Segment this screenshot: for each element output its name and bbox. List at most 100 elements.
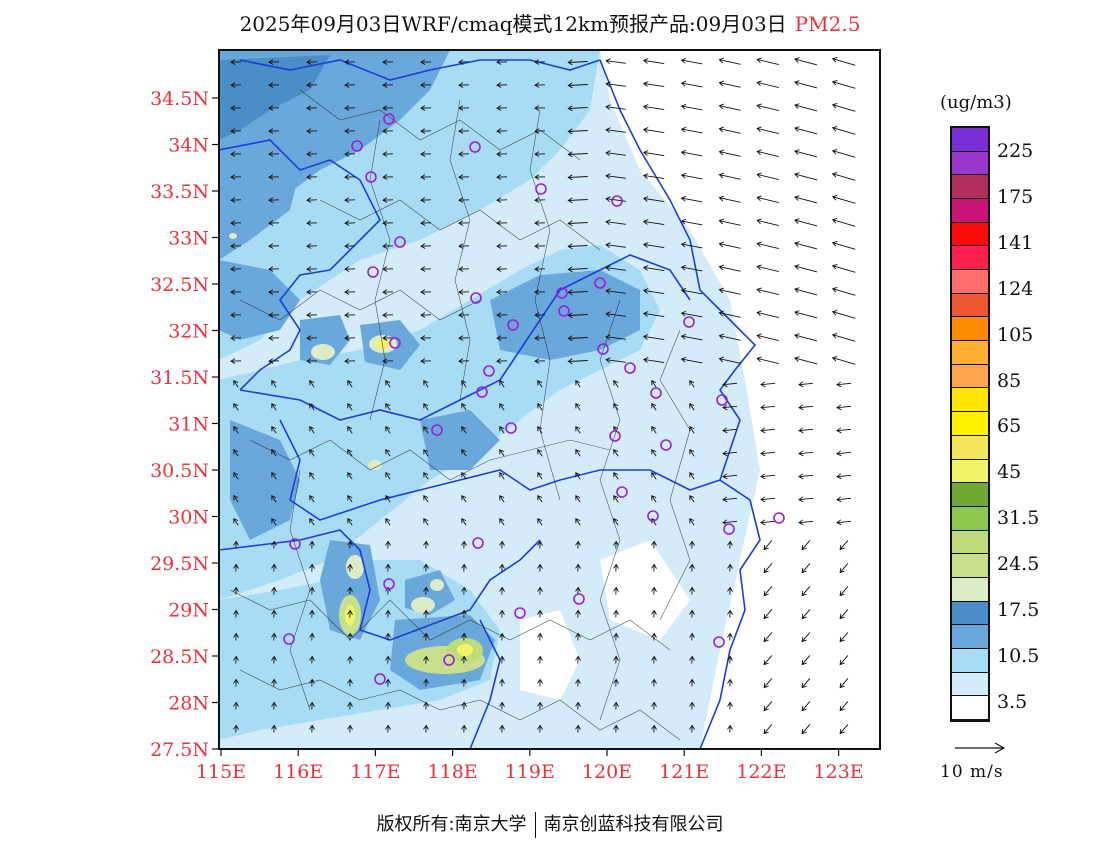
wind-arrow-icon (651, 380, 657, 388)
legend-swatch (952, 388, 988, 413)
wind-arrow-icon (309, 655, 315, 664)
wind-arrow-icon (347, 495, 353, 503)
wind-arrow-icon (268, 128, 280, 134)
legend-swatch (952, 530, 988, 555)
wind-arrow-icon (642, 127, 665, 134)
wind-arrow-icon (309, 678, 315, 687)
wind-arrow-icon (651, 540, 657, 549)
wind-arrow-icon (575, 403, 581, 411)
wind-arrow-icon (831, 286, 856, 296)
station-circle-icon (374, 673, 386, 685)
wind-arrow-icon (461, 403, 467, 411)
wind-arrow-icon (423, 403, 429, 411)
wind-arrow-icon (537, 563, 543, 572)
legend-label: 105 (997, 323, 1034, 346)
wind-arrow-icon (461, 426, 467, 434)
wind-arrow-icon (382, 82, 394, 88)
station-circle-icon (289, 538, 301, 550)
wind-arrow-icon (613, 586, 619, 595)
legend-swatch (952, 364, 988, 389)
wind-arrow-icon (763, 540, 773, 551)
wind-arrow-icon (423, 495, 429, 503)
wind-arrow-icon (651, 495, 657, 503)
wind-arrow-icon (458, 358, 470, 364)
wind-arrow-icon (344, 266, 356, 272)
wind-arrow-icon (344, 82, 356, 88)
station-circle-icon (469, 141, 481, 153)
wind-arrow-icon (382, 151, 394, 157)
wind-arrow-icon (718, 264, 741, 272)
wind-arrow-icon (461, 495, 467, 503)
footer-right: 南京创蓝科技有限公司 (543, 814, 724, 835)
wind-arrow-icon (613, 678, 619, 687)
station-circle-icon (365, 171, 377, 183)
wind-arrow-icon (461, 724, 467, 733)
wind-arrow-icon (268, 197, 280, 203)
wind-arrow-icon (534, 220, 546, 226)
wind-arrow-icon (499, 495, 505, 503)
legend-label: 17.5 (997, 599, 1040, 621)
wind-arrow-icon (680, 287, 703, 295)
wind-arrow-icon (727, 586, 733, 595)
lon-label: 122E (736, 761, 786, 783)
wind-arrow-icon (651, 655, 657, 664)
lat-label: 28N (168, 693, 209, 715)
wind-arrow-icon (575, 495, 581, 503)
wind-arrow-icon (499, 472, 505, 480)
wind-arrow-icon (801, 563, 811, 574)
wind-arrow-icon (347, 655, 353, 664)
station-circle-icon (650, 387, 662, 399)
wind-arrow-icon (575, 380, 581, 388)
copyright-footer: 版权所有:南京大学 南京创蓝科技有限公司 (0, 810, 1100, 838)
legend-swatch (952, 175, 988, 200)
legend-label: 65 (997, 415, 1022, 438)
station-circle-icon (723, 523, 735, 535)
wind-arrow-icon (382, 243, 394, 249)
wind-arrow-icon (420, 105, 432, 111)
wind-arrow-icon (271, 403, 277, 411)
wind-arrow-icon (458, 220, 470, 226)
wind-arrow-icon (794, 310, 818, 319)
station-circle-icon (367, 266, 379, 278)
wind-arrow-icon (794, 57, 818, 66)
wind-arrow-icon (689, 701, 695, 710)
wind-arrow-icon (689, 563, 695, 572)
wind-arrow-icon (718, 57, 741, 65)
wind-arrow-icon (642, 265, 665, 272)
wind-arrow-icon (496, 174, 508, 180)
wind-arrow-icon (268, 358, 280, 364)
station-circle-icon (624, 362, 636, 374)
wind-arrow-icon (756, 57, 779, 66)
wind-arrow-icon (794, 195, 818, 204)
wind-arrow-icon (382, 128, 394, 134)
wind-arrow-icon (537, 495, 543, 503)
wind-arrow-icon (499, 563, 505, 572)
wind-arrow-icon (763, 586, 773, 597)
wind-arrow-icon (718, 80, 741, 88)
wind-arrow-icon (268, 289, 280, 295)
wind-arrow-icon (499, 655, 505, 664)
wind-arrow-icon (268, 59, 280, 65)
map-title: 2025年09月03日WRF/cmaq模式12km预报产品:09月03日 PM2.… (0, 8, 1100, 37)
wind-arrow-icon (423, 380, 429, 388)
wind-arrow-icon (499, 518, 505, 526)
wind-arrow-icon (268, 82, 280, 88)
wind-arrow-icon (575, 701, 581, 710)
wind-arrow-icon (423, 586, 429, 595)
wind-arrow-icon (233, 724, 239, 733)
wind-arrow-icon (575, 426, 581, 434)
legend-swatch (952, 672, 988, 697)
wind-arrow-icon (613, 449, 619, 457)
wind-arrow-icon (233, 609, 239, 618)
wind-arrow-icon (309, 426, 315, 434)
wind-arrow-icon (537, 449, 543, 457)
wind-arrow-icon (613, 403, 619, 411)
wind-arrow-icon (271, 655, 277, 664)
wind-arrow-icon (718, 356, 741, 364)
wind-arrow-icon (794, 103, 818, 112)
station-circle-icon (351, 140, 363, 152)
wind-arrow-icon (271, 586, 277, 595)
wind-arrow-icon (347, 403, 353, 411)
wind-arrow-icon (271, 495, 277, 503)
